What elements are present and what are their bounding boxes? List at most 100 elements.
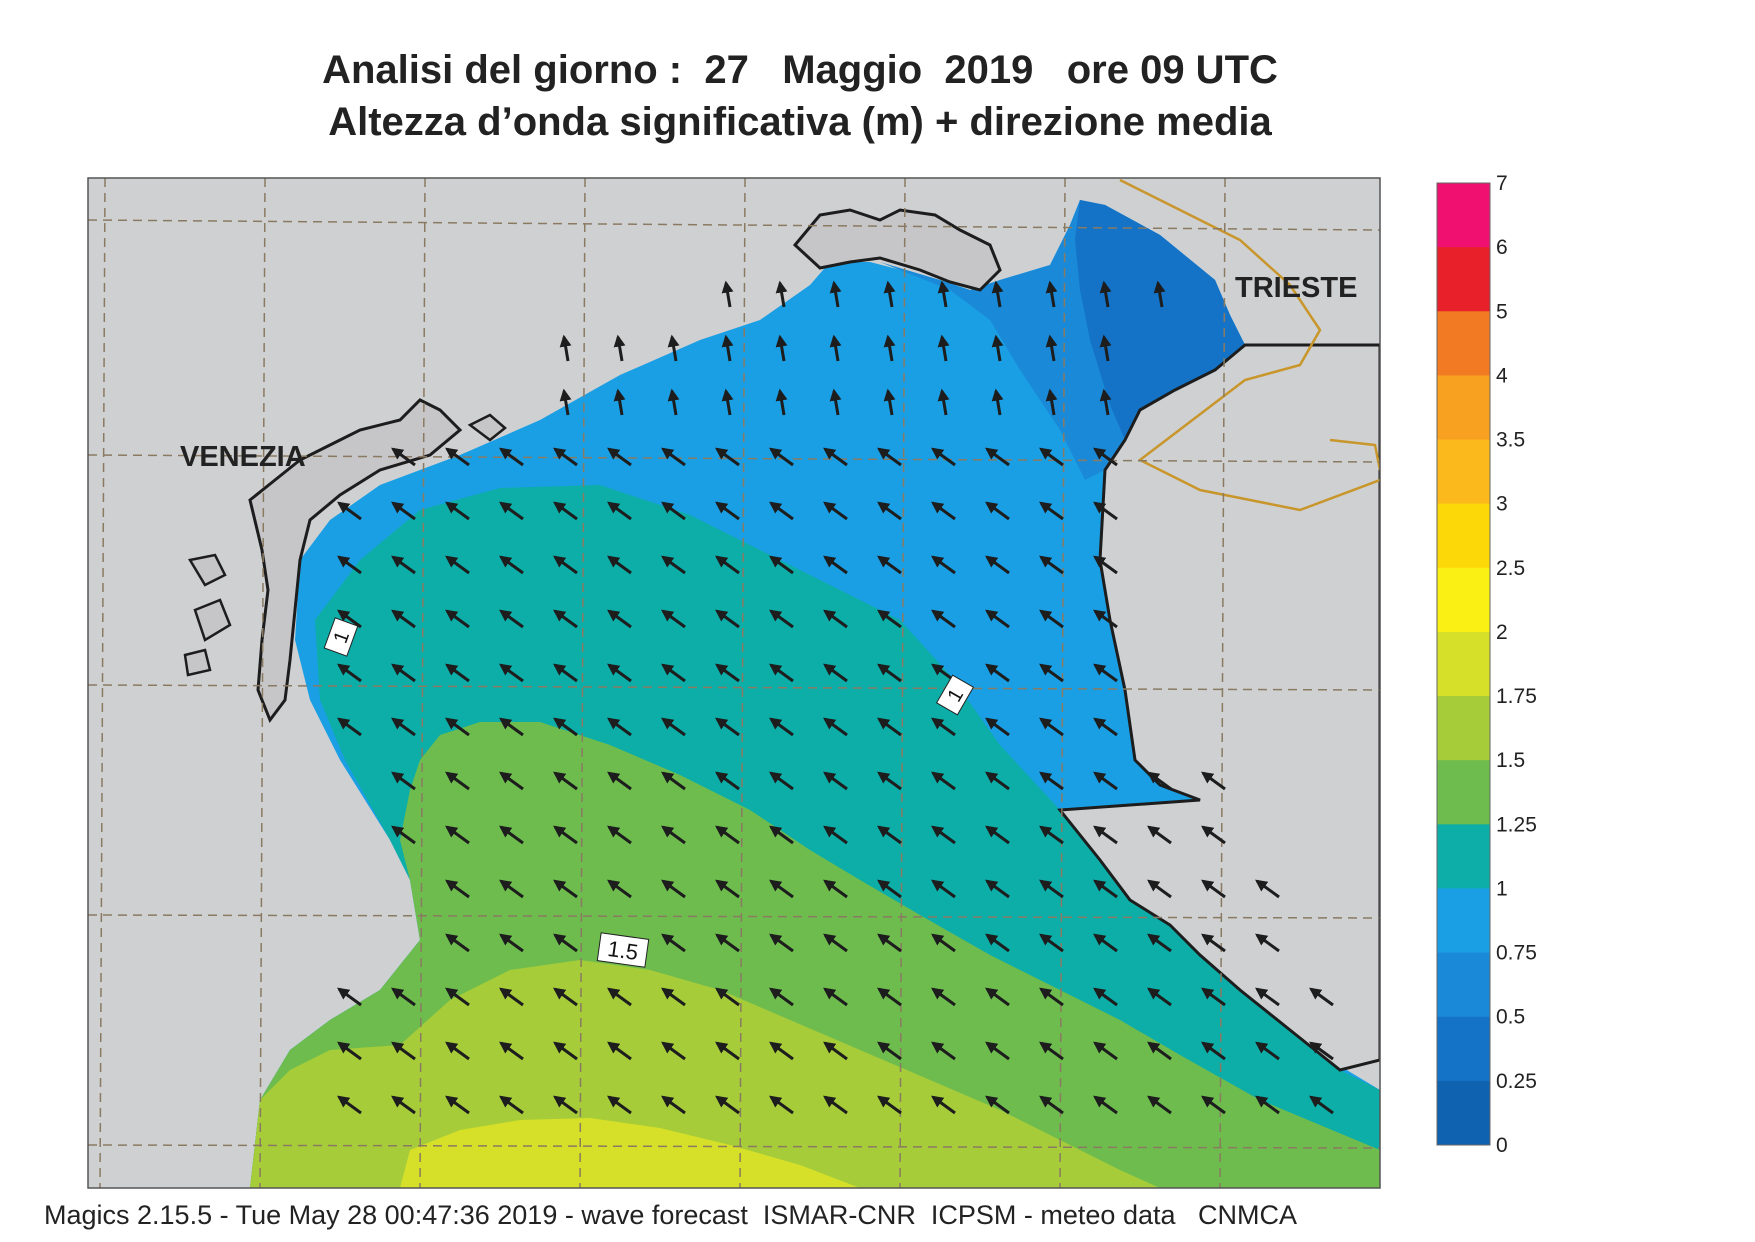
colorbar-tick-label: 3 [1496, 493, 1508, 516]
wave-direction-arrow-icon [499, 879, 524, 899]
wave-direction-arrow-icon [823, 663, 848, 683]
wave-direction-arrow-icon [1093, 879, 1118, 899]
wave-direction-arrow-icon [823, 447, 848, 467]
contour-label-15: 1.5 [596, 932, 650, 968]
wave-direction-arrow-icon [1099, 280, 1112, 308]
colorbar: 7 6 5 4 3.5 3 2.5 2 1.75 1.5 1.25 1 0.75 0.5 0.25 0 [1436, 172, 1537, 1157]
wave-direction-arrow-icon [1093, 771, 1118, 791]
wave-direction-arrow-icon [661, 609, 686, 629]
wave-direction-arrow-icon [937, 334, 950, 362]
wave-direction-arrow-icon [391, 1041, 416, 1061]
wave-direction-arrow-icon [1039, 717, 1064, 737]
wave-direction-arrow-icon [1099, 334, 1112, 362]
wave-direction-arrow-icon [985, 879, 1010, 899]
wave-direction-arrow-icon [499, 1041, 524, 1061]
wave-direction-arrow-icon [715, 879, 740, 899]
wave-direction-arrow-icon [499, 717, 524, 737]
colorbar-tick-label: 5 [1496, 300, 1508, 323]
wave-direction-arrow-icon [1147, 1041, 1172, 1061]
wave-direction-arrow-icon [1045, 334, 1058, 362]
colorbar-swatch [1437, 183, 1490, 248]
wave-direction-arrow-icon [445, 663, 470, 683]
wave-direction-arrow-icon [769, 1041, 794, 1061]
wave-direction-arrow-icon [661, 663, 686, 683]
wave-direction-arrow-icon [553, 771, 578, 791]
wave-direction-arrow-icon [1039, 1095, 1064, 1115]
map-subtitle: Altezza d’onda significativa (m) + direz… [328, 100, 1272, 144]
wave-direction-arrow-icon [553, 609, 578, 629]
wave-direction-arrow-icon [499, 555, 524, 575]
wave-direction-arrow-icon [337, 987, 362, 1007]
colorbar-swatch [1437, 311, 1490, 376]
wave-direction-arrow-icon [823, 717, 848, 737]
venice-lagoon [248, 398, 463, 724]
wave-direction-arrow-icon [877, 447, 902, 467]
wave-direction-arrow-icon [445, 717, 470, 737]
wave-direction-arrow-icon [931, 447, 956, 467]
wave-direction-arrow-icon [1309, 1041, 1334, 1061]
wave-direction-arrow-icon [877, 771, 902, 791]
wave-direction-arrow-icon [607, 987, 632, 1007]
wave-direction-arrow-icon [715, 609, 740, 629]
wave-direction-arrow-icon [829, 388, 842, 416]
wave-direction-arrow-icon [877, 987, 902, 1007]
istria-coast [1057, 343, 1380, 1072]
colorbar-swatch [1437, 888, 1490, 954]
wave-direction-arrow-icon [1093, 987, 1118, 1007]
colorbar-swatch [1437, 567, 1490, 633]
wave-direction-arrow-icon [337, 609, 362, 629]
wave-direction-arrow-icon [823, 825, 848, 845]
wave-direction-arrow-icon [1039, 933, 1064, 953]
wave-direction-arrow-icon [769, 933, 794, 953]
wave-direction-arrow-icon [823, 555, 848, 575]
wave-direction-arrow-icon [1039, 555, 1064, 575]
wave-direction-arrow-icon [715, 1041, 740, 1061]
colorbar-swatch [1437, 375, 1490, 441]
colorbar-tick-label: 0 [1496, 1134, 1508, 1157]
wave-direction-arrow-icon [391, 825, 416, 845]
wave-direction-arrow-icon [445, 987, 470, 1007]
wave-direction-arrow-icon [499, 609, 524, 629]
wave-direction-arrow-icon [559, 334, 572, 362]
wave-direction-arrow-icon [823, 933, 848, 953]
wave-direction-arrow-icon [877, 609, 902, 629]
wave-direction-arrow-icon [607, 1041, 632, 1061]
colorbar-tick-label: 0.25 [1496, 1070, 1537, 1093]
sea-band-175-2 [400, 1118, 860, 1188]
wave-direction-arrow-icon [1093, 825, 1118, 845]
wave-direction-arrow-icon [607, 501, 632, 521]
wave-direction-arrow-icon [1093, 555, 1118, 575]
wave-direction-arrow-icon [1147, 771, 1172, 791]
wave-direction-arrow-icon [553, 663, 578, 683]
wave-direction-arrow-icon [931, 1095, 956, 1115]
wave-direction-arrow-icon [985, 1095, 1010, 1115]
wave-direction-arrow-icon [1093, 609, 1118, 629]
wave-direction-arrow-icon [769, 825, 794, 845]
wave-direction-arrow-icon [715, 555, 740, 575]
wave-direction-arrow-icon [445, 825, 470, 845]
wave-direction-arrow-icon [721, 388, 734, 416]
wave-direction-arrow-icon [661, 1041, 686, 1061]
wave-direction-arrow-icon [823, 1095, 848, 1115]
wave-direction-arrow-icon [883, 334, 896, 362]
wave-direction-arrow-icon [1039, 1041, 1064, 1061]
contour-label-1-west: 1 [323, 617, 359, 657]
wave-direction-arrow-icon [337, 1041, 362, 1061]
wave-direction-arrow-icon [877, 717, 902, 737]
wave-direction-arrow-icon [553, 717, 578, 737]
wave-direction-arrow-icon [829, 280, 842, 308]
wave-direction-arrow-icon [661, 501, 686, 521]
wave-direction-arrow-icon [715, 771, 740, 791]
wave-direction-arrow-icon [877, 1095, 902, 1115]
wave-direction-arrow-icon [715, 717, 740, 737]
colorbar-tick-label: 2.5 [1496, 557, 1525, 580]
wave-direction-arrow-icon [991, 388, 1004, 416]
wave-direction-arrow-icon [445, 933, 470, 953]
colorbar-tick-label: 1 [1496, 877, 1508, 900]
wave-direction-arrow-icon [775, 280, 788, 308]
wave-direction-arrow-icon [1201, 771, 1226, 791]
wave-direction-arrow-icon [937, 388, 950, 416]
wave-direction-arrow-icon [715, 663, 740, 683]
wave-direction-arrow-icon [1147, 1095, 1172, 1115]
